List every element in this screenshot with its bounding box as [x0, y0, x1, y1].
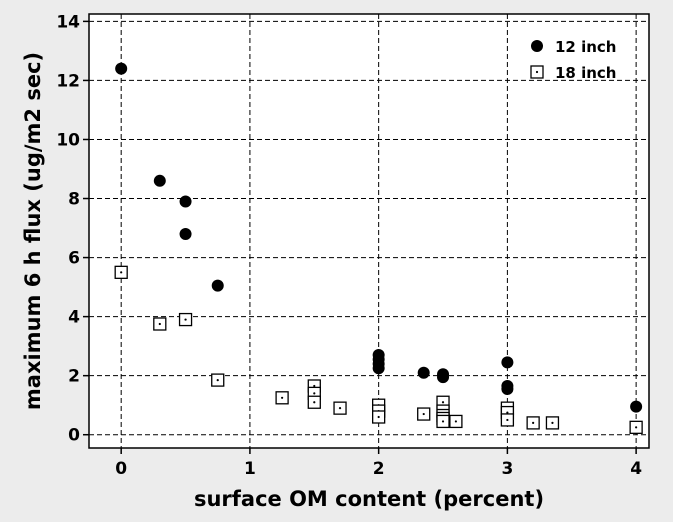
- y-tick-label-4: 8: [68, 190, 80, 210]
- point-18-inch-24-dot: [635, 426, 638, 429]
- legend-marker-1-dot: [535, 70, 539, 74]
- x-tick-label-2: 2: [373, 459, 385, 479]
- point-18-inch-22-dot: [532, 421, 535, 425]
- x-tick-label-3: 3: [501, 459, 513, 479]
- point-12-inch-8: [372, 362, 385, 375]
- y-tick-label-6: 12: [56, 71, 80, 91]
- point-18-inch-17-dot: [441, 420, 445, 423]
- point-18-inch-22: [526, 416, 540, 430]
- grid-lines: [89, 14, 649, 448]
- point-18-inch-1-dot: [158, 322, 161, 326]
- point-18-inch-4: [275, 391, 289, 405]
- point-18-inch-11: [372, 410, 386, 424]
- point-18-inch-7: [307, 395, 321, 409]
- point-12-inch-0: [115, 62, 128, 75]
- legend-label-1: 18 inch: [555, 64, 617, 82]
- data-points: [114, 62, 643, 434]
- x-axis-title: surface OM content (percent): [194, 487, 544, 511]
- point-12-inch-1: [153, 174, 166, 187]
- point-12-inch-3: [179, 227, 192, 240]
- point-18-inch-13-dot: [441, 401, 445, 404]
- x-tick-label-0: 0: [115, 459, 127, 479]
- point-12-inch-11: [437, 371, 450, 384]
- point-18-inch-23: [545, 416, 560, 430]
- point-18-inch-5-dot: [313, 384, 316, 388]
- point-18-inch-6-dot: [313, 392, 316, 395]
- point-18-inch-12: [417, 407, 431, 421]
- point-18-inch-21: [500, 413, 515, 427]
- legend-marker-1: [530, 65, 544, 79]
- point-18-inch-7-dot: [313, 401, 316, 404]
- point-18-inch-18: [449, 414, 463, 429]
- point-18-inch-20-dot: [506, 411, 509, 414]
- point-18-inch-0: [114, 265, 128, 279]
- legend-marker-0: [531, 40, 543, 52]
- point-18-inch-11-dot: [377, 415, 380, 419]
- point-18-inch-2-dot: [184, 318, 187, 321]
- point-12-inch-14: [501, 382, 514, 395]
- point-18-inch-0-dot: [120, 271, 123, 274]
- point-12-inch-4: [211, 279, 224, 292]
- point-18-inch-24: [629, 420, 643, 434]
- x-tick-label-1: 1: [244, 459, 256, 479]
- point-12-inch-2: [179, 195, 192, 208]
- point-18-inch-17: [436, 414, 450, 429]
- point-18-inch-3: [211, 373, 225, 387]
- point-18-inch-8: [333, 401, 347, 415]
- y-tick-label-1: 2: [68, 367, 80, 387]
- y-tick-label-5: 10: [56, 130, 80, 150]
- y-tick-label-7: 14: [56, 12, 80, 32]
- y-tick-label-0: 0: [68, 426, 80, 446]
- point-18-inch-4-dot: [281, 396, 284, 399]
- point-18-inch-23-dot: [551, 421, 554, 425]
- point-18-inch-2: [178, 312, 193, 327]
- point-18-inch-3-dot: [216, 378, 219, 382]
- y-tick-label-3: 6: [68, 249, 80, 269]
- legend: 12 inch 18 inch: [530, 38, 617, 82]
- point-12-inch-12: [501, 356, 514, 369]
- point-18-inch-18-dot: [454, 420, 457, 423]
- legend-label-0: 12 inch: [555, 38, 617, 56]
- point-18-inch-1: [153, 317, 167, 331]
- y-axis-title: maximum 6 h flux (ug/m2 sec): [21, 52, 45, 410]
- x-tick-label-4: 4: [630, 459, 642, 479]
- point-18-inch-21-dot: [506, 418, 509, 422]
- y-tick-label-2: 4: [68, 308, 80, 328]
- point-18-inch-12-dot: [422, 412, 425, 416]
- point-12-inch-15: [630, 400, 643, 413]
- point-18-inch-8-dot: [338, 407, 342, 410]
- point-12-inch-9: [417, 366, 430, 379]
